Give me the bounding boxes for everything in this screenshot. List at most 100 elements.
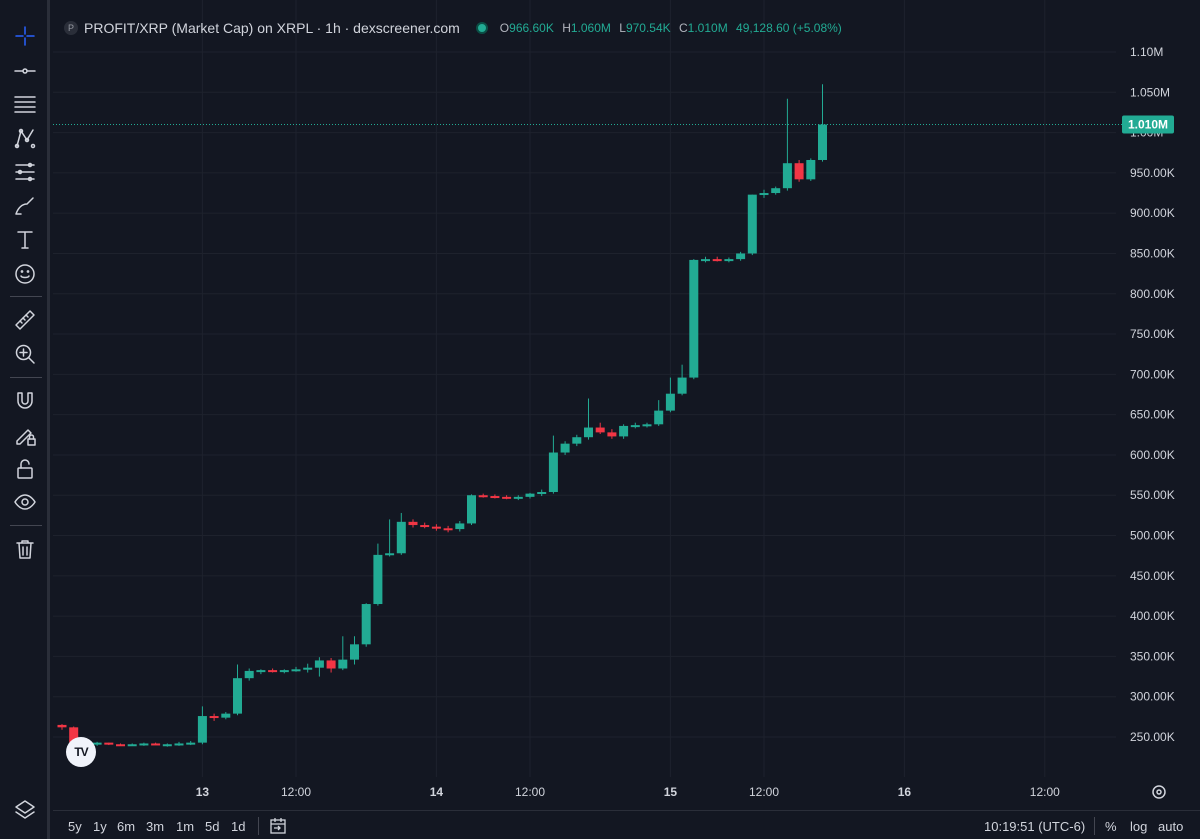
candle-body bbox=[104, 742, 114, 745]
gear-icon[interactable] bbox=[1152, 785, 1166, 799]
open-key: O bbox=[499, 21, 510, 35]
candle-body bbox=[630, 425, 640, 428]
low-key: L bbox=[619, 21, 626, 35]
candle-body bbox=[478, 495, 488, 498]
eye-icon[interactable] bbox=[10, 487, 40, 517]
y-tick-label: 900.00K bbox=[1130, 206, 1175, 220]
x-tick-label: 14 bbox=[430, 785, 444, 799]
candle-body bbox=[818, 124, 827, 160]
candle-body bbox=[420, 525, 430, 528]
crosshair-icon[interactable] bbox=[10, 21, 40, 51]
y-tick-label: 300.00K bbox=[1130, 690, 1175, 704]
candle-body bbox=[794, 163, 804, 180]
chart-grid bbox=[53, 0, 1116, 777]
range-1y[interactable]: 1y bbox=[93, 819, 107, 834]
zoom-in-icon[interactable] bbox=[10, 339, 40, 369]
x-tick-label: 12:00 bbox=[1030, 785, 1060, 799]
range-1m[interactable]: 1m bbox=[176, 819, 195, 834]
emoji-icon[interactable] bbox=[10, 259, 40, 289]
candle-body bbox=[607, 432, 617, 437]
y-tick-label: 700.00K bbox=[1130, 367, 1175, 381]
price-chart[interactable]: 1.10M1.050M1.00M950.00K900.00K850.00K800… bbox=[53, 0, 1200, 839]
range-6m[interactable]: 6m bbox=[117, 819, 136, 834]
y-tick-label: 250.00K bbox=[1130, 730, 1175, 744]
candle-body bbox=[782, 163, 792, 189]
candle-body bbox=[221, 713, 231, 718]
last-price-label: 1.010M bbox=[1128, 118, 1168, 132]
candle-body bbox=[57, 724, 67, 728]
market-status-icon[interactable] bbox=[475, 22, 488, 34]
drawing-toolbar bbox=[0, 0, 50, 839]
clock-time[interactable]: 10:19:51 (UTC-6) bbox=[984, 819, 1086, 834]
y-tick-label: 450.00K bbox=[1130, 569, 1175, 583]
candle-body bbox=[197, 716, 207, 743]
auto-toggle[interactable]: auto bbox=[1158, 819, 1184, 834]
bottom-divider bbox=[1094, 817, 1095, 835]
candle-body bbox=[338, 659, 348, 669]
log-toggle[interactable]: log bbox=[1130, 819, 1148, 834]
range-5y[interactable]: 5y bbox=[68, 819, 82, 834]
candle-body bbox=[116, 744, 125, 747]
toolbar-divider bbox=[10, 525, 42, 526]
ohlc-values: O966.60K H1.060M L970.54K C1.010M 49,128… bbox=[500, 21, 847, 35]
range-1d[interactable]: 1d bbox=[231, 819, 246, 834]
y-tick-label: 600.00K bbox=[1130, 448, 1175, 462]
y-tick-label: 850.00K bbox=[1130, 246, 1175, 260]
bottom-divider bbox=[258, 817, 259, 835]
candle-body bbox=[431, 526, 441, 529]
candle-body bbox=[736, 253, 746, 260]
candle-body bbox=[209, 716, 219, 719]
symbol-title[interactable]: PROFIT/XRP (Market Cap) on XRPL · 1h · d… bbox=[84, 20, 460, 36]
y-tick-label: 550.00K bbox=[1130, 488, 1175, 502]
candle-body bbox=[712, 259, 722, 262]
layers-icon[interactable] bbox=[10, 795, 40, 825]
candle-body bbox=[162, 744, 172, 747]
y-tick-label: 800.00K bbox=[1130, 287, 1175, 301]
candle-body bbox=[303, 667, 313, 670]
y-tick-label: 400.00K bbox=[1130, 609, 1175, 623]
candle-body bbox=[326, 660, 336, 669]
brush-icon[interactable] bbox=[10, 191, 40, 221]
candle-body bbox=[127, 744, 137, 747]
time-scale[interactable]: 13 12:00 14 12:00 15 12:00 16 12:00 bbox=[196, 785, 1060, 799]
candle-body bbox=[771, 188, 781, 194]
pattern-icon[interactable] bbox=[10, 123, 40, 153]
candle-body bbox=[654, 410, 664, 425]
lock-icon[interactable] bbox=[10, 454, 40, 484]
text-icon[interactable] bbox=[10, 225, 40, 255]
close-value: 1.010M bbox=[687, 21, 728, 35]
candle-body bbox=[467, 495, 476, 524]
candle-body bbox=[455, 523, 465, 530]
candle-body bbox=[537, 492, 547, 495]
range-3m[interactable]: 3m bbox=[146, 819, 165, 834]
candle-body bbox=[385, 553, 395, 556]
tradingview-logo[interactable]: TV bbox=[66, 737, 96, 767]
candle-body bbox=[268, 670, 278, 673]
candle-body bbox=[408, 521, 418, 526]
measure-lines-icon[interactable] bbox=[10, 157, 40, 187]
candle-body bbox=[701, 259, 710, 262]
percent-toggle[interactable]: % bbox=[1105, 819, 1117, 834]
candles bbox=[57, 84, 827, 748]
candle-body bbox=[350, 644, 359, 660]
y-tick-label: 350.00K bbox=[1130, 649, 1175, 663]
y-tick-label: 500.00K bbox=[1130, 529, 1175, 543]
lock-drawing-icon[interactable] bbox=[10, 420, 40, 450]
trash-icon[interactable] bbox=[10, 534, 40, 564]
horizontal-line-icon[interactable] bbox=[10, 56, 40, 86]
candle-body bbox=[373, 554, 383, 605]
x-tick-label: 12:00 bbox=[749, 785, 779, 799]
candle-body bbox=[291, 669, 301, 672]
price-scale[interactable]: 1.10M1.050M1.00M950.00K900.00K850.00K800… bbox=[1130, 45, 1175, 744]
open-value: 966.60K bbox=[509, 21, 554, 35]
symbol-legend: P PROFIT/XRP (Market Cap) on XRPL · 1h ·… bbox=[64, 18, 847, 38]
magnet-icon[interactable] bbox=[10, 386, 40, 416]
range-5d[interactable]: 5d bbox=[205, 819, 220, 834]
x-tick-label: 12:00 bbox=[515, 785, 545, 799]
date-range-icon[interactable] bbox=[268, 816, 288, 836]
ruler-icon[interactable] bbox=[10, 305, 40, 335]
high-value: 1.060M bbox=[570, 21, 611, 35]
fib-retracement-icon[interactable] bbox=[10, 89, 40, 119]
candle-body bbox=[548, 452, 558, 493]
candle-body bbox=[174, 743, 184, 746]
